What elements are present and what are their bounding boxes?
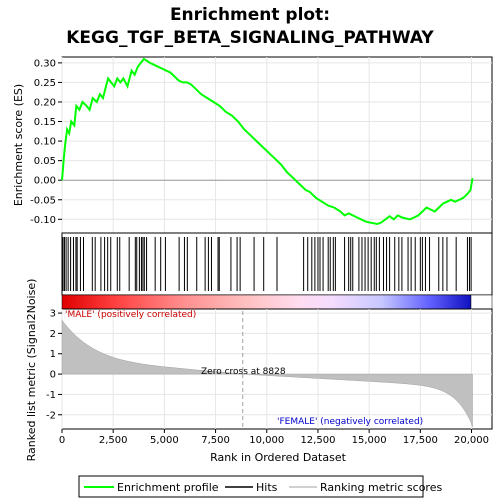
x-tick-label: 20,000 [454, 435, 489, 446]
x-tick-label: 12,500 [300, 435, 335, 446]
es-panel: -0.10 -0.05 0.00 0.05 0.10 0.15 0.20 0.25 0.30 E… [12, 56, 493, 234]
x-tick-label: 0 [59, 435, 65, 446]
chart-title-line2: KEGG_TGF_BETA_SIGNALING_PATHWAY [66, 28, 434, 48]
metric-y-tick-label: 1 [50, 349, 56, 360]
es-y-tick-label: 0.20 [34, 97, 56, 108]
x-axis: 0 2,500 5,000 7,500 10,000 12,500 15,000 17,500… [59, 429, 489, 446]
legend-label-ranking-metric: Ranking metric scores [320, 481, 442, 494]
es-y-tick-label: 0.25 [34, 78, 56, 89]
metric-y-tick-label: 0 [50, 370, 56, 381]
es-y-tick-label: 0.05 [34, 156, 56, 167]
x-tick-label: 10,000 [249, 435, 284, 446]
positive-correlation-label: 'MALE' (positively correlated) [65, 310, 196, 320]
legend-label-enrichment-profile: Enrichment profile [117, 481, 219, 494]
x-axis-label: Rank in Ordered Dataset [210, 451, 347, 464]
chart-title-line1: Enrichment plot: [170, 5, 330, 25]
metric-y-tick-label: -2 [46, 410, 56, 421]
es-y-axis: -0.10 -0.05 0.00 0.05 0.10 0.15 0.20 0.25 0.30 [30, 58, 62, 226]
es-gridlines [61, 57, 492, 233]
metric-y-axis-label: Ranked list metric (Signal2Noise) [25, 279, 38, 462]
x-tick-label: 7,500 [201, 435, 230, 446]
metric-y-axis: 3 2 1 0 -1 -2 [46, 309, 62, 421]
es-y-tick-label: 0.15 [34, 117, 56, 128]
ranking-metric-area [61, 319, 473, 428]
legend-label-hits: Hits [256, 481, 278, 494]
zero-cross-label: Zero cross at 8828 [201, 367, 286, 377]
x-tick-label: 15,000 [352, 435, 387, 446]
es-y-tick-label: -0.05 [30, 195, 56, 206]
es-y-axis-label: Enrichment score (ES) [12, 84, 25, 206]
legend: Enrichment profile Hits Ranking metric s… [78, 475, 442, 498]
hit-marks [62, 237, 472, 291]
x-tick-label: 2,500 [99, 435, 128, 446]
es-y-tick-label: 0.10 [34, 137, 56, 148]
ranking-color-bar [61, 294, 472, 310]
es-y-tick-label: -0.10 [30, 215, 56, 226]
x-tick-label: 17,500 [403, 435, 438, 446]
es-y-tick-label: 0.30 [34, 58, 56, 69]
x-tick-label: 5,000 [150, 435, 179, 446]
negative-correlation-label: 'FEMALE' (negatively correlated) [277, 417, 423, 427]
metric-y-tick-label: -1 [46, 390, 56, 401]
color-bar-right-panel [470, 294, 493, 310]
enrichment-profile-line [61, 57, 474, 226]
metric-y-tick-label: 2 [50, 329, 56, 340]
hits-panel [61, 232, 493, 296]
es-y-tick-label: 0.00 [34, 176, 56, 187]
metric-y-tick-label: 3 [50, 309, 56, 320]
